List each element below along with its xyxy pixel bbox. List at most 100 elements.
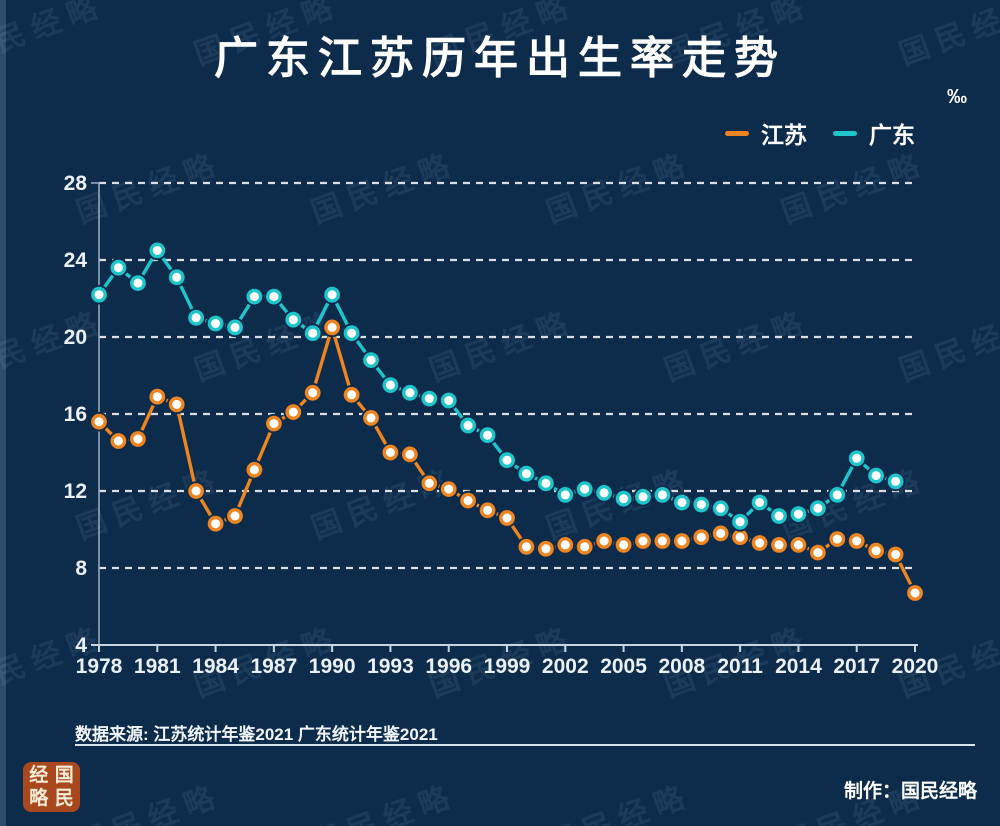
data-point-广东 bbox=[751, 494, 768, 511]
footer-divider bbox=[75, 744, 975, 746]
legend: 江苏 广东 bbox=[725, 116, 915, 150]
y-axis-label: 4 bbox=[75, 634, 87, 657]
data-point-广东 bbox=[246, 288, 263, 305]
data-point-江苏 bbox=[810, 544, 826, 561]
data-point-广东 bbox=[227, 319, 243, 336]
y-axis-label: 28 bbox=[64, 172, 88, 195]
data-point-广东 bbox=[479, 427, 496, 444]
data-point-广东 bbox=[324, 286, 340, 303]
data-point-广东 bbox=[401, 384, 418, 401]
legend-item-guangdong: 广东 bbox=[833, 116, 915, 150]
legend-label-jiangsu: 江苏 bbox=[761, 122, 807, 148]
data-point-广东 bbox=[654, 486, 671, 503]
logo-char: 经 bbox=[29, 764, 49, 786]
data-point-广东 bbox=[518, 465, 535, 482]
x-axis-label: 1984 bbox=[192, 655, 239, 678]
data-point-江苏 bbox=[693, 529, 710, 546]
data-point-江苏 bbox=[712, 525, 729, 542]
data-point-江苏 bbox=[382, 444, 399, 461]
legend-item-jiangsu: 江苏 bbox=[725, 116, 807, 150]
logo-char: 民 bbox=[54, 787, 74, 809]
data-point-广东 bbox=[771, 508, 787, 524]
data-point-江苏 bbox=[907, 585, 923, 601]
data-point-江苏 bbox=[654, 533, 671, 549]
data-point-江苏 bbox=[246, 461, 263, 478]
watermark-text: 国民经略 bbox=[72, 778, 227, 826]
data-point-江苏 bbox=[518, 538, 535, 555]
x-axis-label: 2011 bbox=[717, 655, 763, 678]
data-point-江苏 bbox=[324, 319, 340, 336]
data-point-江苏 bbox=[401, 446, 418, 463]
data-point-江苏 bbox=[499, 510, 515, 526]
series-line-广东 bbox=[97, 248, 898, 524]
y-axis-label: 20 bbox=[64, 326, 87, 349]
data-point-广东 bbox=[887, 473, 904, 490]
x-axis-label: 1978 bbox=[76, 655, 123, 678]
data-point-广东 bbox=[499, 452, 515, 469]
data-point-广东 bbox=[674, 494, 690, 511]
data-point-江苏 bbox=[227, 508, 243, 524]
data-point-广东 bbox=[188, 309, 205, 326]
data-point-广东 bbox=[265, 288, 282, 305]
data-point-广东 bbox=[168, 269, 185, 286]
data-point-广东 bbox=[129, 275, 146, 291]
data-point-广东 bbox=[460, 417, 476, 434]
data-point-江苏 bbox=[596, 533, 612, 549]
x-axis-label: 1987 bbox=[250, 655, 297, 678]
x-axis-label: 2008 bbox=[658, 655, 705, 678]
unit-label: ‰ bbox=[947, 86, 967, 108]
x-axis-label: 2005 bbox=[600, 655, 647, 678]
data-point-江苏 bbox=[168, 396, 185, 413]
data-point-江苏 bbox=[538, 540, 554, 557]
watermark-text: 国民经略 bbox=[307, 778, 462, 826]
data-point-广东 bbox=[693, 496, 710, 513]
data-point-广东 bbox=[440, 392, 457, 409]
data-point-广东 bbox=[363, 352, 379, 368]
y-axis-label: 24 bbox=[64, 249, 88, 272]
x-axis-label: 2002 bbox=[542, 655, 589, 678]
data-point-广东 bbox=[285, 311, 302, 328]
data-point-江苏 bbox=[110, 433, 127, 449]
data-point-广东 bbox=[596, 484, 612, 501]
data-point-江苏 bbox=[635, 533, 651, 549]
data-point-广东 bbox=[557, 486, 574, 503]
data-point-江苏 bbox=[149, 388, 166, 405]
data-point-广东 bbox=[712, 500, 729, 517]
data-point-广东 bbox=[110, 259, 127, 276]
data-point-江苏 bbox=[479, 502, 496, 519]
x-axis-label: 1981 bbox=[134, 655, 181, 678]
x-axis-label: 2014 bbox=[775, 655, 822, 678]
watermark-text: 国民经略 bbox=[542, 778, 697, 826]
x-axis-label: 1993 bbox=[367, 655, 414, 678]
guominjinglue-seal-logo: 经 国 略 民 bbox=[23, 762, 80, 812]
data-point-广东 bbox=[576, 481, 593, 497]
data-point-广东 bbox=[149, 242, 166, 259]
data-point-江苏 bbox=[363, 409, 379, 426]
data-point-江苏 bbox=[790, 537, 807, 553]
data-point-江苏 bbox=[751, 535, 768, 551]
data-point-江苏 bbox=[848, 533, 865, 549]
data-point-江苏 bbox=[440, 481, 457, 497]
data-point-江苏 bbox=[460, 492, 476, 509]
data-point-广东 bbox=[868, 467, 884, 484]
data-point-广东 bbox=[848, 450, 865, 467]
data-point-广东 bbox=[382, 377, 399, 393]
y-axis-label: 8 bbox=[75, 557, 87, 580]
x-axis-label: 1999 bbox=[484, 655, 531, 678]
data-point-江苏 bbox=[576, 538, 593, 555]
data-point-广东 bbox=[304, 325, 321, 342]
left-edge-highlight bbox=[0, 0, 6, 826]
data-point-江苏 bbox=[829, 531, 846, 547]
data-point-江苏 bbox=[557, 537, 574, 553]
data-point-广东 bbox=[91, 286, 107, 303]
birth-rate-line-chart: 1978 1981 1984 1987 1990 1993 1996 1999 2002 2005… bbox=[64, 172, 939, 678]
x-axis-label: 1996 bbox=[425, 655, 472, 678]
data-point-江苏 bbox=[91, 413, 107, 430]
data-point-江苏 bbox=[887, 546, 904, 563]
data-point-广东 bbox=[538, 475, 554, 492]
credit-text: 制作：国民经略 bbox=[843, 781, 977, 802]
data-point-广东 bbox=[732, 513, 748, 530]
logo-char: 略 bbox=[29, 787, 49, 809]
data-point-江苏 bbox=[343, 386, 360, 403]
data-point-江苏 bbox=[285, 404, 302, 420]
